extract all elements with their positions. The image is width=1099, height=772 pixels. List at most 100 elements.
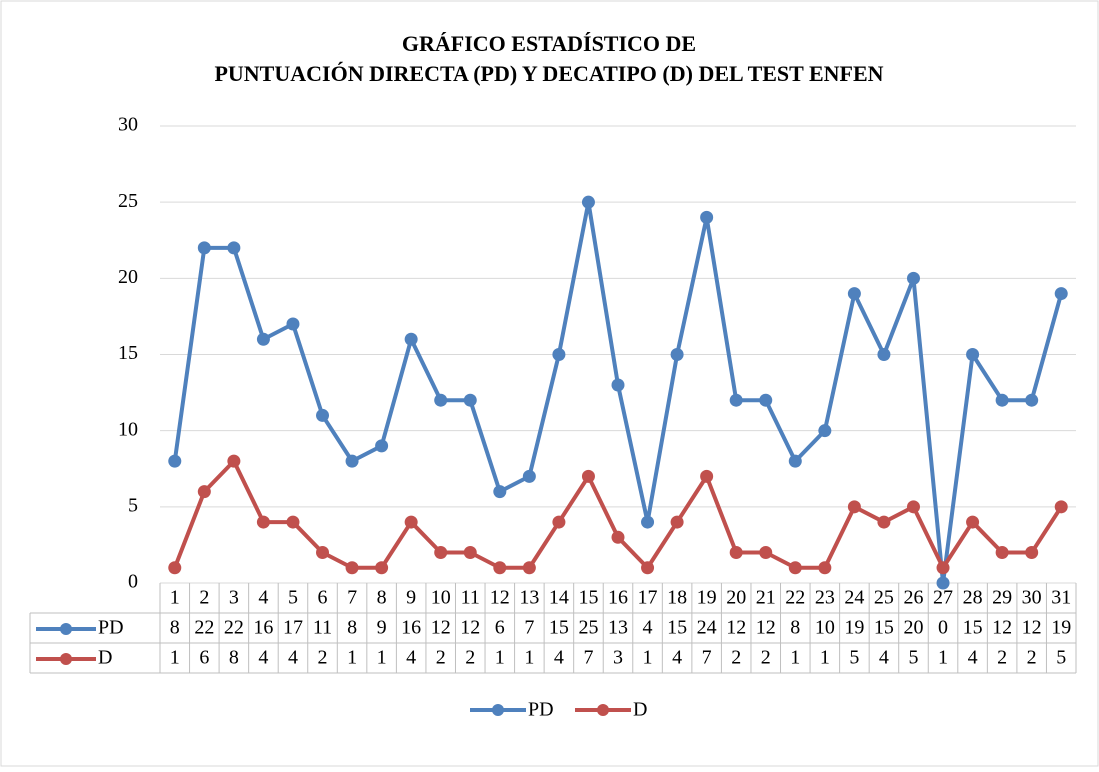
y-tick-label: 20 — [118, 266, 138, 288]
data-point — [522, 469, 536, 483]
table-value: 5 — [849, 647, 859, 669]
data-point — [434, 393, 448, 407]
data-point — [581, 469, 595, 483]
data-point — [434, 546, 448, 560]
table-legend-key — [60, 623, 72, 635]
table-value: 6 — [199, 647, 209, 669]
table-value: 0 — [938, 617, 948, 639]
x-tick-label: 17 — [638, 587, 658, 609]
x-tick-label: 16 — [608, 587, 628, 609]
x-tick-label: 28 — [963, 587, 983, 609]
table-value: 1 — [377, 647, 387, 669]
data-point — [788, 561, 802, 575]
data-point — [847, 287, 861, 301]
table-value: 12 — [756, 617, 776, 639]
table-value: 7 — [524, 617, 534, 639]
x-tick-label: 12 — [490, 587, 510, 609]
data-point — [1054, 287, 1068, 301]
table-value: 2 — [1027, 647, 1037, 669]
data-point — [227, 454, 241, 468]
table-value: 17 — [283, 617, 303, 639]
table-value: 10 — [815, 617, 835, 639]
data-point — [463, 393, 477, 407]
table-value: 1 — [524, 647, 534, 669]
table-value: 4 — [643, 617, 653, 639]
table-value: 1 — [643, 647, 653, 669]
data-point — [729, 393, 743, 407]
data-point — [966, 515, 980, 529]
table-value: 2 — [465, 647, 475, 669]
table-value: 2 — [997, 647, 1007, 669]
data-point — [552, 348, 566, 361]
data-point — [493, 561, 507, 575]
y-tick-label: 25 — [118, 190, 138, 212]
table-value: 15 — [549, 617, 569, 639]
table-value: 8 — [790, 617, 800, 639]
table-value: 12 — [460, 617, 480, 639]
x-tick-label: 13 — [519, 587, 539, 609]
data-point — [936, 576, 950, 590]
data-point — [995, 546, 1009, 560]
data-point — [759, 546, 773, 560]
x-tick-label: 1 — [170, 587, 180, 609]
x-tick-label: 7 — [347, 587, 357, 609]
data-point — [877, 515, 891, 529]
table-value: 4 — [672, 647, 682, 669]
data-point — [847, 500, 861, 514]
data-point — [936, 561, 950, 575]
table-series-name: PD — [98, 617, 124, 639]
data-point — [404, 515, 418, 529]
legend-key — [492, 704, 504, 716]
x-tick-label: 30 — [1022, 587, 1042, 609]
x-tick-label: 27 — [933, 587, 953, 609]
table-value: 4 — [258, 647, 268, 669]
x-tick-label: 25 — [874, 587, 894, 609]
table-value: 5 — [1056, 647, 1066, 669]
table-value: 3 — [613, 647, 623, 669]
table-value: 2 — [761, 647, 771, 669]
table-value: 15 — [667, 617, 687, 639]
table-value: 2 — [318, 647, 328, 669]
table-value: 4 — [879, 647, 889, 669]
y-tick-label: 0 — [128, 571, 138, 593]
data-point — [316, 408, 330, 422]
x-tick-label: 5 — [288, 587, 298, 609]
table-value: 1 — [938, 647, 948, 669]
x-tick-label: 24 — [844, 587, 864, 609]
data-point — [375, 439, 389, 453]
data-point — [670, 348, 684, 361]
data-point — [611, 530, 625, 544]
x-tick-label: 2 — [199, 587, 209, 609]
data-point — [404, 332, 418, 346]
data-point — [345, 561, 359, 575]
table-value: 1 — [170, 647, 180, 669]
x-tick-label: 10 — [431, 587, 451, 609]
x-tick-label: 6 — [318, 587, 328, 609]
x-tick-label: 19 — [697, 587, 717, 609]
y-tick-label: 30 — [118, 114, 138, 136]
data-point — [966, 348, 980, 361]
data-point — [1025, 546, 1039, 560]
y-tick-label: 5 — [128, 494, 138, 516]
data-point — [611, 378, 625, 392]
table-value: 1 — [790, 647, 800, 669]
data-point — [1025, 393, 1039, 407]
data-point — [345, 454, 359, 468]
legend-label: D — [633, 699, 647, 721]
table-value: 4 — [554, 647, 564, 669]
x-tick-label: 15 — [578, 587, 598, 609]
table-value: 6 — [495, 617, 505, 639]
data-point — [906, 500, 920, 514]
data-point — [641, 561, 655, 575]
table-value: 12 — [726, 617, 746, 639]
data-point — [286, 515, 300, 529]
data-point — [700, 469, 714, 483]
table-value: 4 — [406, 647, 416, 669]
table-value: 7 — [702, 647, 712, 669]
table-value: 5 — [908, 647, 918, 669]
data-point — [818, 424, 832, 438]
table-value: 9 — [377, 617, 387, 639]
table-value: 20 — [903, 617, 923, 639]
table-value: 12 — [1022, 617, 1042, 639]
